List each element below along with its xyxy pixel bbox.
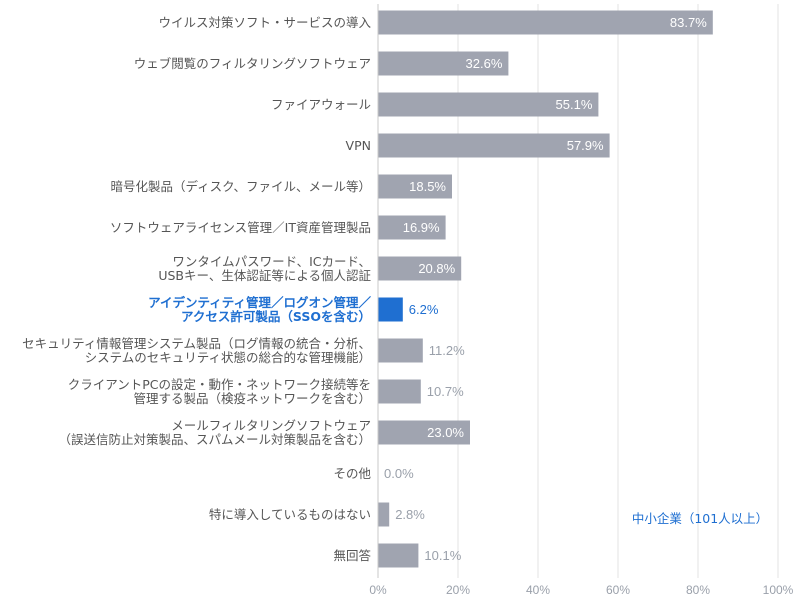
value-labels: 83.7% 32.6% 55.1% 57.9% 18.5% 16.9% 20.8% 6.2% 1… xyxy=(384,15,707,563)
category-label: VPN xyxy=(346,138,371,153)
x-tick-label: 20% xyxy=(446,583,470,597)
category-label: USBキー、生体認証等による個人認証 xyxy=(158,268,371,283)
value-label: 11.2% xyxy=(429,343,465,358)
value-label: 6.2% xyxy=(409,302,439,317)
category-label: クライアントPCの設定・動作・ネットワーク接続等を xyxy=(68,377,371,392)
category-label: 管理する製品（検疫ネットワークを含む） xyxy=(133,391,371,406)
value-label: 10.7% xyxy=(427,384,464,399)
bar xyxy=(378,215,446,240)
value-label: 2.8% xyxy=(395,507,425,522)
bar xyxy=(378,256,462,281)
category-label: ファイアウォール xyxy=(271,97,371,112)
value-label: 0.0% xyxy=(384,466,414,481)
bar xyxy=(378,338,423,363)
x-tick-label: 0% xyxy=(369,583,387,597)
bar xyxy=(378,51,509,76)
category-label: ワンタイムパスワード、ICカード、 xyxy=(172,254,371,269)
value-label: 16.9% xyxy=(403,220,440,235)
value-label: 55.1% xyxy=(556,97,593,112)
bar-highlighted xyxy=(378,297,403,322)
bars xyxy=(378,10,713,568)
gridlines xyxy=(457,4,779,578)
value-label: 23.0% xyxy=(427,425,464,440)
category-label-highlighted: アイデンティティ管理／ログオン管理／ xyxy=(148,295,371,310)
bar xyxy=(378,502,390,527)
bar xyxy=(378,133,610,158)
x-tick-label: 100% xyxy=(763,583,794,597)
bar xyxy=(378,92,599,117)
value-label: 20.8% xyxy=(418,261,455,276)
x-tick-label: 40% xyxy=(526,583,550,597)
category-label-highlighted: アクセス許可製品（SSOを含む） xyxy=(181,309,371,324)
value-label: 83.7% xyxy=(670,15,707,30)
bar xyxy=(378,420,470,445)
category-label: セキュリティ情報管理システム製品（ログ情報の統合・分析、 xyxy=(22,336,371,351)
category-label: （誤送信防止対策製品、スパムメール対策製品を含む） xyxy=(58,432,371,447)
category-label: ソフトウェアライセンス管理／IT資産管理製品 xyxy=(110,220,371,235)
bar xyxy=(378,379,421,404)
category-label: 特に導入しているものはない xyxy=(209,507,371,522)
bar xyxy=(378,10,713,35)
value-label: 57.9% xyxy=(567,138,604,153)
category-label: 無回答 xyxy=(333,548,371,563)
category-label: ウイルス対策ソフト・サービスの導入 xyxy=(158,15,371,30)
value-label: 18.5% xyxy=(409,179,446,194)
value-label: 32.6% xyxy=(466,56,503,71)
category-label: その他 xyxy=(333,466,371,481)
x-axis: 0% 20% 40% 60% 80% 100% xyxy=(369,4,794,597)
value-label: 10.1% xyxy=(424,548,461,563)
category-label: 暗号化製品（ディスク、ファイル、メール等） xyxy=(110,179,371,194)
category-label: システムのセキュリティ状態の総合的な管理機能） xyxy=(85,350,371,365)
category-label: メールフィルタリングソフトウェア xyxy=(171,418,371,433)
category-labels: ウイルス対策ソフト・サービスの導入ウェブ閲覧のフィルタリングソフトウェアファイア… xyxy=(22,15,371,563)
category-label: ウェブ閲覧のフィルタリングソフトウェア xyxy=(134,56,371,71)
x-tick-label: 60% xyxy=(606,583,630,597)
bar xyxy=(378,174,452,199)
x-tick-label: 80% xyxy=(686,583,710,597)
bar xyxy=(378,543,419,568)
annotation-label: 中小企業（101人以上） xyxy=(632,511,768,526)
